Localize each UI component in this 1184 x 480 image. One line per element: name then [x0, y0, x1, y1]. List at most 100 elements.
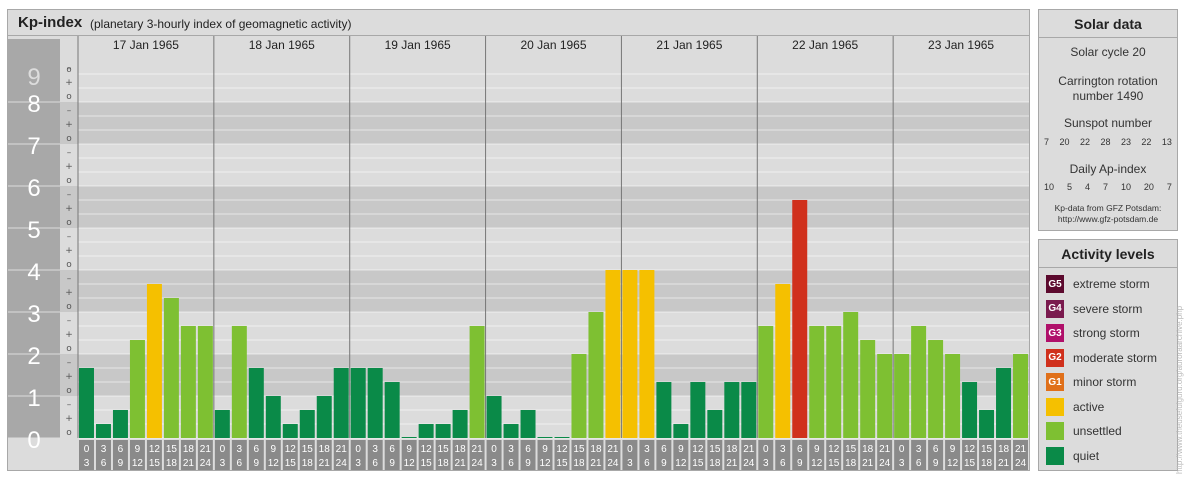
kp-bar — [588, 312, 604, 438]
interval-end-label: 24 — [1015, 458, 1027, 469]
interval-end-label: 3 — [355, 458, 361, 469]
interval-cell — [979, 440, 995, 470]
sub-tick-label: – — [67, 232, 72, 242]
sunspot-value: 23 — [1120, 137, 1131, 147]
legend-item: unsettled — [1046, 421, 1122, 441]
kp-bar — [79, 367, 94, 438]
interval-cell — [384, 440, 400, 470]
kp-band — [8, 60, 1029, 102]
legend-item: G2 moderate storm — [1046, 348, 1157, 368]
sub-tick-label: o — [66, 428, 72, 438]
ap-index-values: 10 5 4 7 10 20 7 — [1044, 182, 1172, 192]
sub-tick-label: o — [66, 218, 72, 228]
legend-item: G4 severe storm — [1046, 299, 1142, 319]
sunspot-value: 28 — [1100, 137, 1111, 147]
interval-end-label: 12 — [811, 458, 823, 469]
kp-bar — [741, 382, 757, 438]
interval-start-label: 12 — [692, 444, 704, 455]
sub-tick-label: o — [66, 134, 72, 144]
interval-start-label: 9 — [271, 444, 277, 455]
interval-start-label: 12 — [421, 444, 433, 455]
y-tick-label: 8 — [27, 91, 40, 118]
interval-cell — [554, 440, 570, 470]
legend-item: G3 strong storm — [1046, 323, 1140, 343]
interval-start-label: 6 — [254, 444, 260, 455]
kp-bar — [996, 367, 1012, 438]
interval-cell — [622, 440, 638, 470]
kp-band — [8, 144, 1029, 186]
interval-end-label: 3 — [763, 458, 769, 469]
interval-cell — [367, 440, 383, 470]
sub-tick-label: + — [65, 162, 73, 172]
interval-end-label: 12 — [675, 458, 687, 469]
kp-bar — [843, 312, 859, 438]
interval-cell — [163, 440, 179, 470]
legend-swatch — [1046, 446, 1064, 465]
interval-cell — [418, 440, 434, 470]
interval-cell — [690, 440, 706, 470]
sub-tick-label: – — [67, 316, 72, 326]
day-label: 20 Jan 1965 — [520, 38, 586, 52]
kp-bar — [146, 283, 162, 438]
interval-start-label: 21 — [200, 444, 212, 455]
interval-start-label: 18 — [319, 444, 331, 455]
interval-cell — [826, 440, 842, 470]
interval-cell — [197, 440, 213, 470]
day-header-strip — [78, 36, 1029, 52]
interval-start-label: 21 — [1015, 444, 1027, 455]
kp-bar — [724, 382, 740, 438]
interval-start-label: 3 — [101, 444, 107, 455]
interval-cell — [860, 440, 876, 470]
sub-tick-label: + — [65, 372, 73, 382]
kp-bar — [197, 325, 213, 438]
legend-swatch: G1 — [1046, 373, 1064, 391]
sub-tick-label: o — [66, 302, 72, 312]
kp-bar — [401, 437, 417, 438]
interval-start-label: 9 — [542, 444, 548, 455]
interval-start-label: 21 — [879, 444, 891, 455]
y-tick-label: 9 — [27, 64, 40, 91]
chart-title: Kp-index — [18, 14, 83, 31]
interval-end-label: 6 — [508, 458, 514, 469]
interval-start-label: 0 — [899, 444, 905, 455]
interval-cell — [741, 440, 757, 470]
sunspot-value: 13 — [1161, 137, 1172, 147]
data-source-link[interactable]: http://www.gfz-potsdam.de — [1057, 214, 1159, 224]
day-label: 17 Jan 1965 — [113, 38, 179, 52]
kp-bar — [945, 354, 961, 438]
ap-index-value: 10 — [1044, 182, 1055, 192]
interval-cell — [231, 440, 247, 470]
kp-bar — [231, 325, 247, 438]
interval-end-label: 12 — [404, 458, 416, 469]
kp-bar — [486, 396, 502, 438]
interval-end-label: 21 — [862, 458, 874, 469]
interval-start-label: 21 — [743, 444, 755, 455]
interval-cell — [95, 440, 111, 470]
interval-start-label: 0 — [627, 444, 633, 455]
interval-end-label: 15 — [285, 458, 297, 469]
kp-bar — [911, 325, 927, 438]
interval-cell — [469, 440, 485, 470]
interval-end-label: 18 — [302, 458, 314, 469]
interval-end-label: 18 — [709, 458, 721, 469]
interval-end-label: 18 — [573, 458, 585, 469]
sub-tick-label: o — [66, 386, 72, 396]
solar-data-panel: Solar data Solar cycle 20 Carrington rot… — [1038, 9, 1178, 231]
interval-start-label: 21 — [336, 444, 348, 455]
sunspot-value: 7 — [1044, 137, 1050, 147]
interval-cell — [1013, 440, 1028, 470]
kp-bar — [384, 382, 400, 438]
sub-tick-label: o — [66, 64, 71, 74]
interval-start-label: 12 — [964, 444, 976, 455]
kp-band — [8, 102, 1029, 144]
kp-bar — [775, 283, 791, 438]
interval-end-label: 9 — [254, 458, 260, 469]
interval-start-label: 15 — [438, 444, 450, 455]
interval-cell — [333, 440, 349, 470]
ap-index-label: Daily Ap-index — [1069, 162, 1147, 176]
interval-cell — [928, 440, 944, 470]
sub-tick-label: – — [67, 148, 72, 158]
interval-cell — [79, 440, 94, 470]
interval-start-label: 9 — [814, 444, 820, 455]
interval-end-label: 12 — [268, 458, 280, 469]
